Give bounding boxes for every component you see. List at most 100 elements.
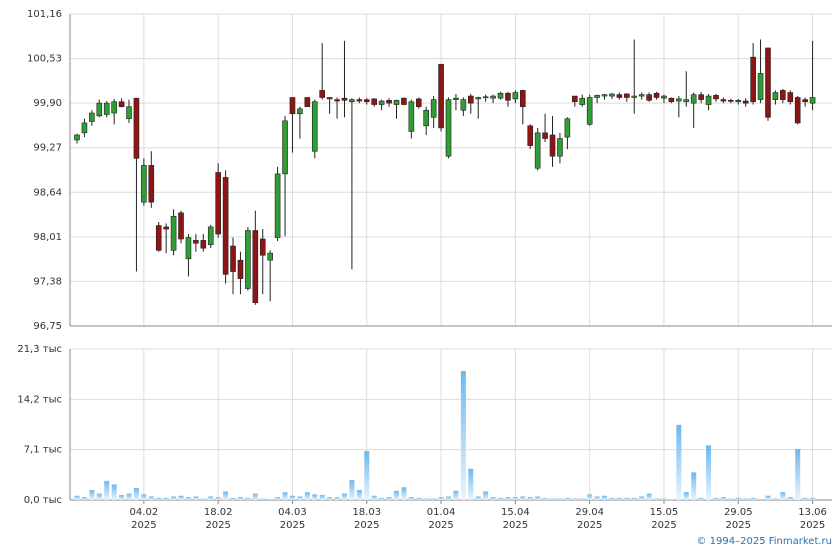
candle-body [141,165,147,203]
candle-body [512,92,519,100]
volume-bar [275,497,281,500]
candle-body [609,93,615,97]
candle-body [616,94,623,98]
candle-body [690,94,697,104]
volume-bar [728,498,734,500]
volume-bar [431,498,437,500]
volume-bar [609,497,615,500]
volume-bar [698,497,704,500]
volume-bar [468,468,474,500]
volume-bar [527,497,533,500]
x-tick-label: 04.03 [278,507,307,518]
candle-body [245,230,251,289]
candle-body [259,238,266,256]
x-tick-year: 2025 [131,520,156,531]
volume-bar [185,497,191,500]
x-tick-year: 2025 [726,520,751,531]
volume-bar [750,497,756,500]
candle-body [653,92,660,98]
volume-bar [215,497,221,500]
volume-bar [505,497,511,500]
candle-body [133,97,140,159]
volume-bar [104,480,110,500]
volume-bar [579,498,585,500]
x-tick-year: 2025 [577,520,602,531]
candle-body [282,120,288,175]
volume-bar [408,497,414,500]
candle-body [534,132,541,169]
volume-bar [163,497,169,500]
volume-bar [683,492,689,500]
volume-bar [178,495,184,500]
volume-bar [223,491,229,500]
y-tick-label: 98,64 [33,187,62,198]
volume-bar [639,496,645,500]
volume-bar [171,496,177,500]
candle-body [661,95,667,99]
candle-body [787,92,794,103]
volume-bar [356,490,362,500]
volume-bar [795,448,801,500]
x-tick-label: 18.02 [204,507,233,518]
volume-bar [802,497,808,500]
candle-body [453,97,459,100]
x-tick-year: 2025 [651,520,676,531]
volume-bar [483,491,489,500]
candle-body [735,100,742,103]
candle-body [601,94,608,97]
volume-bar [438,497,444,500]
volume-bar [260,498,266,500]
volume-bar [743,498,749,500]
candle-body [527,125,534,146]
candle-body [207,226,214,245]
candle-body [668,97,675,103]
volume-bar [349,480,355,500]
candle-body [222,177,229,275]
candle-body [393,100,400,105]
volume-bar [668,499,674,500]
volume-bar [780,492,786,500]
candle-body [698,94,704,100]
volume-bar [230,497,236,500]
volume-bar [602,495,608,500]
volume-bar [535,496,541,500]
volume-bar [334,497,340,500]
candle-body [750,56,756,103]
x-tick-year: 2025 [800,520,825,531]
volume-bar [676,424,682,500]
x-tick-label: 01.04 [427,507,456,518]
candle-body [170,216,177,251]
candle-body [423,109,430,127]
candle-body [415,98,422,107]
candle-body [557,138,563,157]
volume-bar [564,497,570,500]
x-tick-year: 2025 [280,520,305,531]
volume-bar [126,493,132,500]
volume-bar [141,494,147,500]
volume-bar [572,498,578,500]
volume-bar [364,451,370,500]
volume-bar [319,495,325,500]
candle-body [445,99,452,157]
candle-body [103,102,110,115]
candle-body [683,99,690,103]
candle-body [126,106,132,120]
y-tick-label: 14,2 тыс [17,394,62,405]
candle-body [497,92,504,99]
x-tick-label: 13.06 [798,507,827,518]
candle-body [572,95,578,103]
candle-body [765,47,771,118]
candle-body [118,101,125,107]
candle-body [408,101,415,132]
candle-body [490,95,496,99]
candle-body [349,99,355,103]
candle-body [772,92,779,100]
volume-bar [720,497,726,500]
candle-body [289,97,296,115]
y-tick-label: 21,3 тыс [17,344,62,355]
candle-body [460,99,467,111]
volume-bar [765,495,771,500]
candle-body [341,97,348,101]
